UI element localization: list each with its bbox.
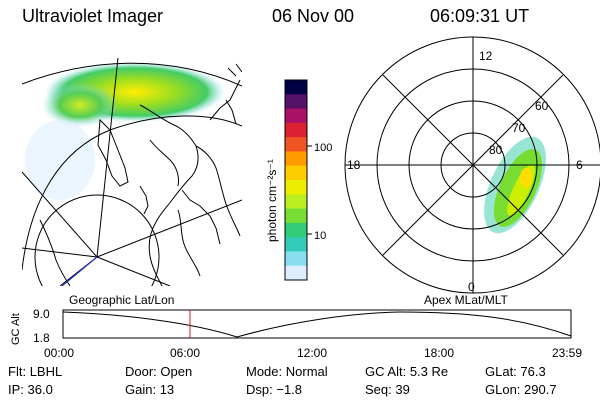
altitude-curve [62, 311, 572, 338]
colorbar-cell [285, 180, 307, 195]
timeline-xtick-0600: 06:00 [170, 346, 200, 360]
info-seq: Seq: 39 [365, 382, 410, 397]
timeline-xtick-1800: 18:00 [424, 346, 454, 360]
info-door: Door: Open [125, 364, 193, 379]
colorbar-cell [285, 122, 307, 138]
timeline-ytick-1.8: 1.8 [33, 331, 50, 345]
colorbar-cell [285, 151, 307, 167]
info-gc-alt: GC Alt: 5.3 Re [365, 364, 449, 379]
coastlines [39, 63, 242, 286]
polar-label-6: 6 [576, 158, 583, 172]
timeline-xtick-2359: 23:59 [552, 346, 582, 360]
polar-plot: 12 18 6 0 60 70 80 [344, 36, 600, 294]
polar-label-12: 12 [479, 49, 493, 63]
polar-lat-70: 70 [512, 121, 526, 135]
colorbar-cell [285, 165, 307, 181]
timeline-left-title: Geographic Lat/Lon [69, 293, 174, 307]
colorbar-cell [285, 94, 307, 110]
polar-label-0: 0 [468, 280, 475, 294]
polar-lat-80: 80 [489, 143, 503, 157]
info-mode: Mode: Normal [246, 364, 328, 379]
colorbar-cell [285, 208, 307, 224]
colorbar-cell [285, 265, 307, 281]
polar-label-18: 18 [347, 158, 361, 172]
info-glon: GLon: 290.7 [485, 382, 557, 397]
info-ip: IP: 36.0 [8, 382, 53, 397]
observation-time: 06:09:31 UT [430, 6, 530, 26]
colorbar-cell [285, 137, 307, 152]
colorbar-cell [285, 80, 307, 95]
colorbar-cell [285, 251, 307, 267]
sun-direction-line [61, 256, 98, 286]
colorbar: 100 10 photon cm⁻²s⁻¹ [265, 79, 332, 281]
colorbar-cell [285, 108, 307, 124]
colorbar-cell [285, 237, 307, 252]
timeline-ytick-9: 9.0 [33, 307, 50, 321]
aurora-patch-geo [42, 83, 118, 127]
colorbar-tick-100: 100 [314, 142, 332, 154]
colorbar-tick-10: 10 [314, 230, 326, 242]
observation-date: 06 Nov 00 [272, 6, 355, 26]
colorbar-label: photon cm⁻²s⁻¹ [265, 159, 279, 242]
timeline-xtick-0000: 00:00 [44, 346, 74, 360]
colorbar-cell [285, 222, 307, 238]
lat-lon-grid [22, 58, 242, 286]
info-glat: GLat: 76.3 [485, 364, 546, 379]
colorbar-cell [285, 194, 307, 210]
page-title: Ultraviolet Imager [22, 6, 164, 26]
info-gain: Gain: 13 [125, 382, 175, 397]
altitude-timeline: Geographic Lat/Lon Apex MLat/MLT GC Alt … [10, 293, 582, 360]
polar-lat-60: 60 [535, 99, 549, 113]
polar-grid [344, 36, 600, 294]
timeline-yaxis-label: GC Alt [10, 313, 22, 345]
info-flt: Flt: LBHL [8, 364, 63, 379]
geographic-map [22, 58, 242, 286]
info-dsp: Dsp: −1.8 [246, 382, 303, 397]
timeline-right-title: Apex MLat/MLT [424, 293, 508, 307]
timeline-xtick-1200: 12:00 [297, 346, 327, 360]
